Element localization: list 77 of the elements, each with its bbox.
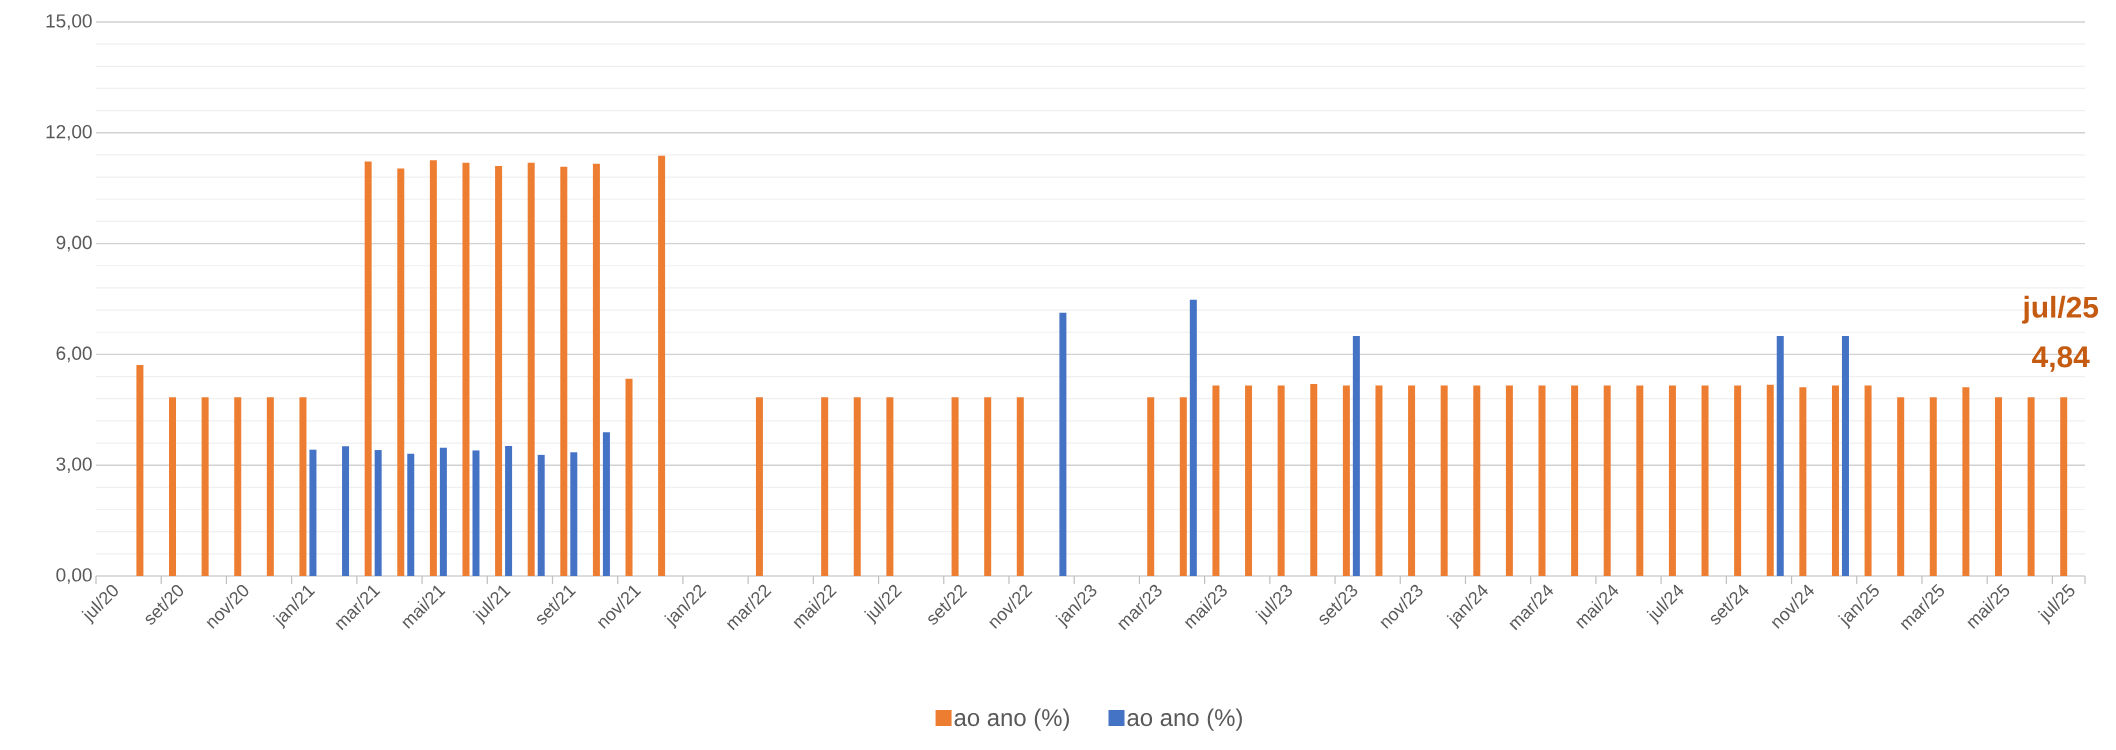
bar — [472, 450, 480, 576]
bar — [853, 397, 861, 576]
y-tick-label: 12,00 — [46, 124, 92, 141]
legend-label: ao ano (%) — [954, 708, 1069, 731]
annotation: jul/25 — [2022, 295, 2099, 324]
bar — [299, 397, 307, 576]
bar — [1701, 385, 1709, 576]
bar — [1776, 335, 1784, 576]
bar — [592, 163, 600, 576]
bar — [1310, 383, 1318, 576]
bar — [1799, 387, 1807, 576]
bar — [1571, 385, 1579, 576]
bar — [984, 397, 992, 576]
bar — [342, 446, 350, 576]
bar — [266, 397, 274, 576]
legend-label: ao ano (%) — [1127, 708, 1242, 731]
bar — [1841, 335, 1849, 576]
bar — [537, 454, 545, 576]
bar — [602, 432, 610, 576]
bar — [1440, 385, 1448, 576]
y-tick-label: 9,00 — [56, 235, 92, 252]
bar — [439, 447, 447, 576]
bar — [429, 160, 437, 576]
bar — [1831, 385, 1839, 576]
bar — [560, 166, 568, 576]
bar — [1375, 385, 1383, 576]
bar — [755, 397, 763, 576]
bar — [1277, 385, 1285, 576]
y-tick-label: 6,00 — [56, 346, 92, 363]
bar — [2060, 397, 2068, 576]
bar — [1538, 385, 1546, 576]
bar — [309, 449, 317, 576]
bar — [1766, 384, 1774, 576]
bar — [527, 162, 535, 576]
bar — [495, 166, 503, 576]
bar — [2027, 397, 2035, 576]
bar — [1245, 385, 1253, 576]
bar — [1473, 385, 1481, 576]
bar — [1668, 385, 1676, 576]
bar — [1342, 385, 1350, 576]
bar — [1059, 312, 1067, 576]
bar — [1864, 385, 1872, 576]
bar — [1603, 385, 1611, 576]
bar — [1636, 385, 1644, 576]
bar — [169, 397, 177, 576]
bar — [1016, 397, 1024, 576]
bar — [1352, 335, 1360, 576]
y-tick-label: 15,00 — [46, 14, 92, 30]
bar — [505, 445, 513, 576]
bar — [1929, 397, 1937, 576]
bar — [364, 161, 372, 576]
bar — [1189, 299, 1197, 576]
bar — [1505, 385, 1513, 576]
bar — [1179, 397, 1187, 576]
bar — [1147, 397, 1155, 576]
annotation: 4,84 — [2032, 346, 2090, 372]
bar — [462, 162, 470, 576]
y-tick-label: 0,00 — [56, 568, 92, 584]
bar — [1994, 397, 2002, 576]
y-tick-label: 3,00 — [56, 457, 92, 474]
bar — [397, 168, 405, 576]
bar — [1962, 387, 1970, 576]
bar — [1212, 385, 1220, 576]
bar — [136, 365, 144, 576]
bar — [374, 450, 382, 576]
bar — [201, 397, 209, 576]
bar — [234, 397, 242, 576]
bar — [821, 397, 829, 576]
bar — [570, 452, 578, 576]
bar — [886, 397, 894, 576]
bar — [1897, 397, 1905, 576]
bar — [1734, 385, 1742, 576]
bar — [625, 378, 633, 576]
bar — [658, 155, 666, 576]
bar — [951, 397, 959, 576]
bar — [407, 453, 415, 576]
bar — [1408, 385, 1416, 576]
